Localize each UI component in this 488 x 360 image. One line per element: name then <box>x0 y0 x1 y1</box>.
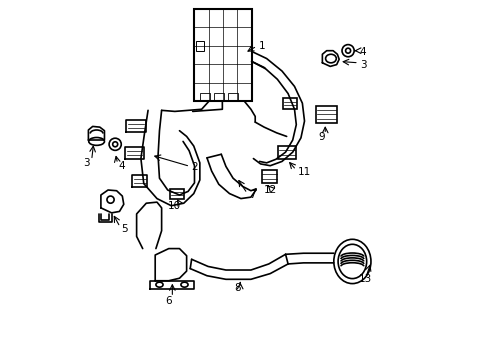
Text: 2: 2 <box>191 162 198 172</box>
Text: 7: 7 <box>248 190 255 200</box>
Text: 4: 4 <box>359 47 366 57</box>
Text: 11: 11 <box>297 167 310 177</box>
Text: 12: 12 <box>264 185 277 195</box>
Bar <box>200 93 209 100</box>
Bar <box>315 106 336 123</box>
Text: 5: 5 <box>121 224 128 234</box>
Text: 10: 10 <box>168 201 181 211</box>
Text: 3: 3 <box>83 158 89 168</box>
Text: 4: 4 <box>119 161 125 171</box>
Bar <box>228 93 238 100</box>
Bar <box>283 98 296 109</box>
Bar <box>214 93 224 100</box>
Bar <box>170 189 183 199</box>
Bar <box>261 170 277 183</box>
Text: 13: 13 <box>358 274 371 284</box>
Bar <box>194 9 251 102</box>
Text: 6: 6 <box>165 296 172 306</box>
Text: 1: 1 <box>258 41 265 51</box>
Bar <box>196 41 203 51</box>
Text: 8: 8 <box>234 283 240 293</box>
Text: 9: 9 <box>318 132 325 142</box>
Text: 3: 3 <box>359 60 366 69</box>
Bar <box>278 146 295 159</box>
